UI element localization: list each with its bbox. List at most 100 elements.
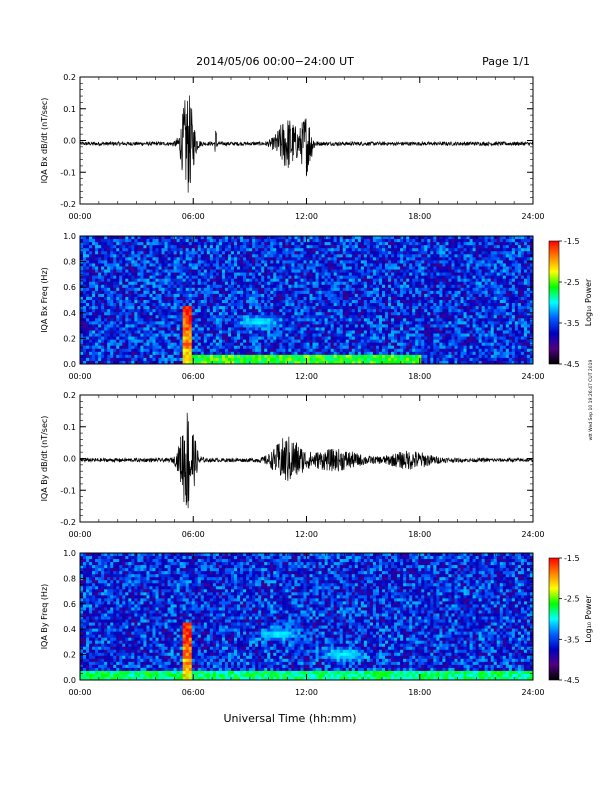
heatmap-cell	[409, 352, 412, 355]
heatmap-cell	[240, 324, 243, 327]
heatmap-cell	[403, 263, 406, 266]
heatmap-cell	[322, 358, 325, 361]
heatmap-cell	[379, 327, 382, 330]
heatmap-cell	[195, 251, 198, 254]
heatmap-cell	[385, 279, 388, 282]
heatmap-cell	[285, 355, 288, 358]
heatmap-cell	[267, 288, 270, 291]
heatmap-cell	[279, 239, 282, 242]
heatmap-cell	[95, 330, 98, 333]
heatmap-cell	[276, 297, 279, 300]
heatmap-cell	[415, 242, 418, 245]
heatmap-cell	[370, 355, 373, 358]
heatmap-cell	[152, 309, 155, 312]
heatmap-cell	[116, 279, 119, 282]
heatmap-cell	[210, 236, 213, 239]
heatmap-cell	[95, 282, 98, 285]
heatmap-cell	[331, 358, 334, 361]
heatmap-cell	[388, 270, 391, 273]
heatmap-cell	[204, 263, 207, 266]
heatmap-cell	[174, 260, 177, 263]
heatmap-cell	[189, 288, 192, 291]
heatmap-cell	[174, 312, 177, 315]
heatmap-cell	[95, 321, 98, 324]
heatmap-cell	[216, 297, 219, 300]
heatmap-cell	[171, 276, 174, 279]
heatmap-cell	[400, 245, 403, 248]
heatmap-cell	[222, 251, 225, 254]
heatmap-cell	[228, 285, 231, 288]
heatmap-cell	[134, 279, 137, 282]
heatmap-cell	[294, 239, 297, 242]
heatmap-cell	[397, 263, 400, 266]
heatmap-cell	[149, 346, 152, 349]
heatmap-cell	[394, 266, 397, 269]
heatmap-cell	[146, 315, 149, 318]
heatmap-cell	[319, 251, 322, 254]
heatmap-cell	[243, 352, 246, 355]
heatmap-cell	[270, 266, 273, 269]
heatmap-cell	[415, 297, 418, 300]
heatmap-cell	[352, 346, 355, 349]
heatmap-cell	[134, 254, 137, 257]
heatmap-cell	[255, 352, 258, 355]
heatmap-cell	[119, 291, 122, 294]
heatmap-cell	[80, 346, 83, 349]
heatmap-cell	[391, 251, 394, 254]
heatmap-cell	[355, 309, 358, 312]
heatmap-cell	[180, 346, 183, 349]
heatmap-cell	[95, 334, 98, 337]
heatmap-cell	[376, 263, 379, 266]
heatmap-cell	[104, 349, 107, 352]
heatmap-cell	[95, 349, 98, 352]
heatmap-cell	[104, 358, 107, 361]
heatmap-cell	[379, 263, 382, 266]
heatmap-cell	[319, 266, 322, 269]
heatmap-cell	[92, 315, 95, 318]
heatmap-cell	[183, 291, 186, 294]
heatmap-cell	[412, 303, 415, 306]
heatmap-cell	[165, 297, 168, 300]
heatmap-cell	[415, 288, 418, 291]
heatmap-cell	[331, 324, 334, 327]
heatmap-cell	[204, 343, 207, 346]
heatmap-cell	[270, 239, 273, 242]
heatmap-cell	[210, 315, 213, 318]
heatmap-cell	[412, 260, 415, 263]
heatmap-cell	[412, 263, 415, 266]
heatmap-cell	[165, 334, 168, 337]
heatmap-cell	[198, 340, 201, 343]
heatmap-cell	[125, 285, 128, 288]
heatmap-cell	[397, 300, 400, 303]
heatmap-cell	[131, 242, 134, 245]
heatmap-cell	[307, 303, 310, 306]
heatmap-cell	[140, 346, 143, 349]
heatmap-cell	[86, 309, 89, 312]
heatmap-cell	[189, 312, 192, 315]
heatmap-cell	[234, 257, 237, 260]
heatmap-cell	[270, 334, 273, 337]
heatmap-cell	[270, 276, 273, 279]
heatmap-cell	[165, 245, 168, 248]
heatmap-cell	[104, 242, 107, 245]
heatmap-cell	[225, 291, 228, 294]
heatmap-cell	[140, 312, 143, 315]
heatmap-cell	[322, 346, 325, 349]
heatmap-cell	[273, 330, 276, 333]
heatmap-cell	[310, 315, 313, 318]
heatmap-cell	[107, 306, 110, 309]
heatmap-cell	[210, 337, 213, 340]
heatmap-cell	[397, 349, 400, 352]
heatmap-cell	[397, 330, 400, 333]
heatmap-cell	[373, 260, 376, 263]
heatmap-cell	[198, 318, 201, 321]
heatmap-cell	[255, 291, 258, 294]
heatmap-cell	[207, 349, 210, 352]
heatmap-cell	[261, 251, 264, 254]
heatmap-cell	[261, 273, 264, 276]
heatmap-cell	[125, 236, 128, 239]
heatmap-cell	[125, 324, 128, 327]
heatmap-cell	[343, 266, 346, 269]
heatmap-cell	[313, 297, 316, 300]
heatmap-cell	[140, 340, 143, 343]
